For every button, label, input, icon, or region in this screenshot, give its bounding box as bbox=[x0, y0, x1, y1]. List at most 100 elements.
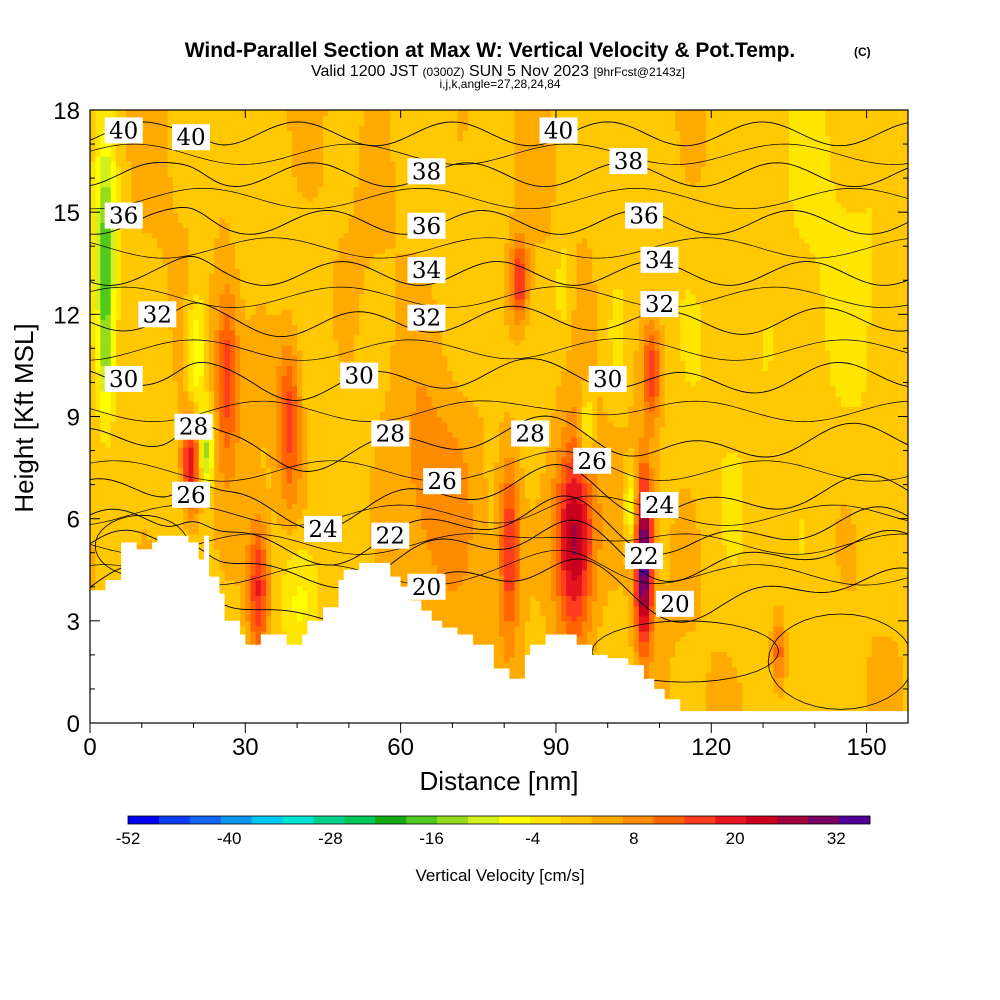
vv-cell bbox=[157, 426, 164, 433]
chart-title-mark: (C) bbox=[854, 45, 871, 59]
vv-cell bbox=[250, 130, 257, 137]
vv-cell bbox=[250, 590, 257, 596]
vv-cell bbox=[152, 385, 158, 392]
vv-cell bbox=[255, 605, 262, 612]
vv-cell bbox=[240, 370, 246, 377]
vv-cell bbox=[110, 161, 117, 167]
vv-cell bbox=[276, 329, 283, 336]
vv-cell bbox=[105, 171, 112, 178]
vv-cell bbox=[126, 324, 133, 331]
vv-cell bbox=[229, 309, 236, 315]
vv-cell bbox=[141, 544, 148, 550]
subtitle-indices: i,j,k,angle=27,28,24,84 bbox=[439, 77, 560, 91]
vv-cell bbox=[115, 166, 122, 172]
vv-cell bbox=[90, 299, 96, 305]
vv-cell bbox=[286, 370, 293, 377]
vv-cell bbox=[214, 477, 221, 484]
vv-cell bbox=[255, 590, 262, 596]
vv-cell bbox=[115, 447, 122, 453]
vv-cell bbox=[291, 253, 298, 259]
vv-cell bbox=[271, 360, 277, 367]
vv-cell bbox=[167, 222, 174, 229]
vv-cell bbox=[167, 324, 174, 331]
vv-cell bbox=[219, 401, 226, 407]
vv-cell bbox=[183, 191, 189, 198]
vv-cell bbox=[250, 350, 257, 356]
vv-cell bbox=[136, 462, 143, 469]
vv-cell bbox=[250, 528, 257, 535]
vv-cell bbox=[224, 518, 231, 525]
vv-cell bbox=[131, 293, 138, 300]
vv-cell bbox=[219, 426, 226, 433]
vv-cell bbox=[126, 452, 133, 458]
vv-cell bbox=[260, 110, 267, 116]
vv-cell bbox=[110, 304, 117, 310]
vv-cell bbox=[250, 339, 257, 346]
vv-cell bbox=[271, 242, 277, 249]
vv-cell bbox=[115, 436, 122, 443]
vv-cell bbox=[162, 355, 169, 361]
vv-cell bbox=[183, 462, 189, 469]
vv-cell bbox=[291, 181, 298, 188]
vv-cell bbox=[193, 518, 200, 525]
vv-cell bbox=[214, 150, 221, 157]
vv-cell bbox=[172, 375, 179, 382]
vv-cell bbox=[214, 559, 221, 566]
vv-cell bbox=[105, 401, 112, 407]
vv-cell bbox=[110, 503, 117, 510]
vv-cell bbox=[219, 150, 226, 157]
vv-cell bbox=[281, 523, 288, 530]
vv-cell bbox=[271, 263, 277, 269]
vv-cell bbox=[245, 242, 252, 249]
vv-cell bbox=[245, 579, 252, 586]
vv-cell bbox=[260, 242, 267, 249]
vv-cell bbox=[229, 523, 236, 530]
vv-cell bbox=[203, 115, 210, 121]
vv-cell bbox=[281, 590, 288, 596]
vv-cell bbox=[260, 222, 267, 229]
vv-cell bbox=[260, 191, 267, 198]
vv-cell bbox=[266, 493, 272, 499]
vv-cell bbox=[157, 196, 164, 203]
vv-cell bbox=[297, 595, 303, 601]
vv-cell bbox=[178, 191, 184, 198]
vv-cell bbox=[141, 334, 148, 341]
vv-cell bbox=[240, 273, 246, 280]
vv-cell bbox=[266, 549, 272, 556]
vv-cell bbox=[214, 375, 221, 382]
vv-cell bbox=[95, 431, 101, 438]
vv-cell bbox=[281, 130, 288, 137]
vv-cell bbox=[126, 258, 133, 264]
vv-cell bbox=[266, 498, 272, 504]
vv-cell bbox=[255, 442, 262, 448]
vv-cell bbox=[95, 283, 101, 290]
vv-cell bbox=[193, 329, 200, 336]
vv-cell bbox=[302, 482, 309, 489]
vv-cell bbox=[291, 196, 298, 203]
vv-cell bbox=[126, 533, 133, 540]
vv-cell bbox=[110, 181, 117, 188]
vv-cell bbox=[105, 339, 112, 346]
vv-cell bbox=[115, 150, 122, 157]
vv-cell bbox=[234, 247, 241, 254]
vv-cell bbox=[141, 539, 148, 545]
vv-cell bbox=[276, 385, 283, 392]
vv-cell bbox=[162, 227, 169, 234]
vv-cell bbox=[203, 401, 210, 407]
vv-cell bbox=[224, 324, 231, 331]
vv-cell bbox=[250, 559, 257, 566]
vv-cell bbox=[183, 207, 189, 213]
vv-cell bbox=[271, 181, 277, 188]
vv-cell bbox=[95, 135, 101, 142]
vv-cell bbox=[203, 513, 210, 520]
vv-cell bbox=[255, 615, 262, 622]
vv-cell bbox=[193, 161, 200, 167]
vv-cell bbox=[286, 636, 293, 642]
vv-cell bbox=[203, 339, 210, 346]
vv-cell bbox=[126, 288, 133, 295]
vv-cell bbox=[266, 513, 272, 520]
vv-cell bbox=[224, 115, 231, 121]
vv-cell bbox=[286, 503, 293, 510]
vv-cell bbox=[266, 462, 272, 469]
vv-cell bbox=[260, 145, 267, 152]
